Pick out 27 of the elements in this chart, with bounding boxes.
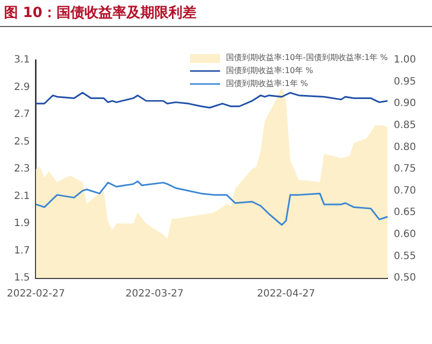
legend-label: 国债到期收益率:10年-国债到期收益率:1年 % — [226, 53, 388, 62]
y2-tick-label: 0.95 — [394, 76, 416, 88]
legend-label: 国债到期收益率:10年 % — [226, 66, 314, 76]
y-tick-label: 1.7 — [14, 245, 30, 256]
y-tick-label: 2.3 — [14, 164, 30, 175]
y-tick-label: 2.1 — [14, 190, 30, 202]
x-tick-label: 2022-03-27 — [126, 288, 184, 300]
y-tick-label: 1.5 — [14, 272, 30, 284]
y2-tick-label: 1.00 — [394, 54, 416, 66]
y2-tick-label: 0.60 — [394, 228, 416, 240]
chart-title: 图 10：国债收益率及期限利差 — [4, 4, 196, 22]
y2-tick-label: 0.65 — [394, 207, 416, 218]
y2-tick-label: 0.85 — [394, 120, 416, 131]
y2-tick-label: 0.55 — [394, 250, 416, 262]
y-tick-label: 3.1 — [14, 54, 30, 66]
y2-tick-label: 0.75 — [394, 164, 416, 175]
y-tick-label: 1.9 — [14, 218, 30, 230]
y-tick-label: 2.5 — [14, 136, 30, 148]
y2-tick-label: 0.80 — [394, 142, 416, 153]
x-tick-label: 2022-02-27 — [6, 288, 65, 300]
y2-tick-label: 0.50 — [394, 272, 416, 284]
y2-tick-label: 0.70 — [394, 185, 416, 196]
y2-tick-label: 0.90 — [394, 98, 416, 110]
y-tick-label: 2.9 — [14, 82, 30, 93]
y-tick-label: 2.7 — [14, 109, 30, 120]
x-tick-label: 2022-04-27 — [256, 288, 316, 300]
legend-label: 国债到期收益率:1年 % — [226, 79, 308, 88]
